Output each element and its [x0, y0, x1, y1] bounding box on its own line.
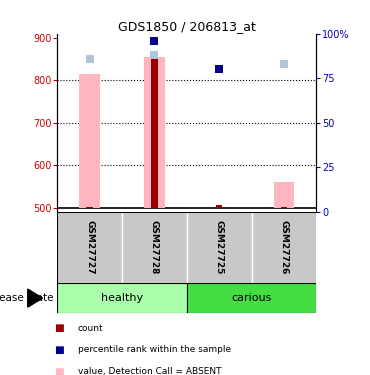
Bar	[273, 182, 294, 208]
Bar	[57, 283, 187, 313]
Text: ■: ■	[54, 323, 63, 333]
Point	[151, 52, 157, 58]
Bar	[122, 212, 187, 283]
Polygon shape	[28, 289, 43, 307]
Bar	[144, 57, 165, 208]
Text: value, Detection Call = ABSENT: value, Detection Call = ABSENT	[78, 367, 221, 375]
Point	[151, 38, 157, 44]
Bar	[151, 57, 158, 208]
Bar	[79, 74, 100, 208]
Bar	[187, 212, 252, 283]
Text: GSM27726: GSM27726	[279, 220, 289, 274]
Point	[216, 66, 222, 72]
Point	[87, 56, 92, 62]
Text: count: count	[78, 324, 103, 333]
Text: ■: ■	[54, 345, 63, 355]
Text: GSM27725: GSM27725	[215, 220, 224, 274]
Text: GSM27728: GSM27728	[150, 220, 159, 274]
Point	[281, 61, 287, 67]
Text: GSM27727: GSM27727	[85, 220, 94, 275]
Bar	[252, 212, 316, 283]
Text: disease state: disease state	[0, 293, 54, 303]
Text: carious: carious	[231, 293, 272, 303]
Text: healthy: healthy	[101, 293, 143, 303]
Bar	[216, 205, 222, 208]
Text: percentile rank within the sample: percentile rank within the sample	[78, 345, 231, 354]
Text: ■: ■	[54, 367, 63, 375]
Title: GDS1850 / 206813_at: GDS1850 / 206813_at	[118, 20, 256, 33]
Bar	[57, 212, 122, 283]
Bar	[187, 283, 316, 313]
Bar	[281, 207, 287, 208]
Bar	[87, 207, 93, 208]
